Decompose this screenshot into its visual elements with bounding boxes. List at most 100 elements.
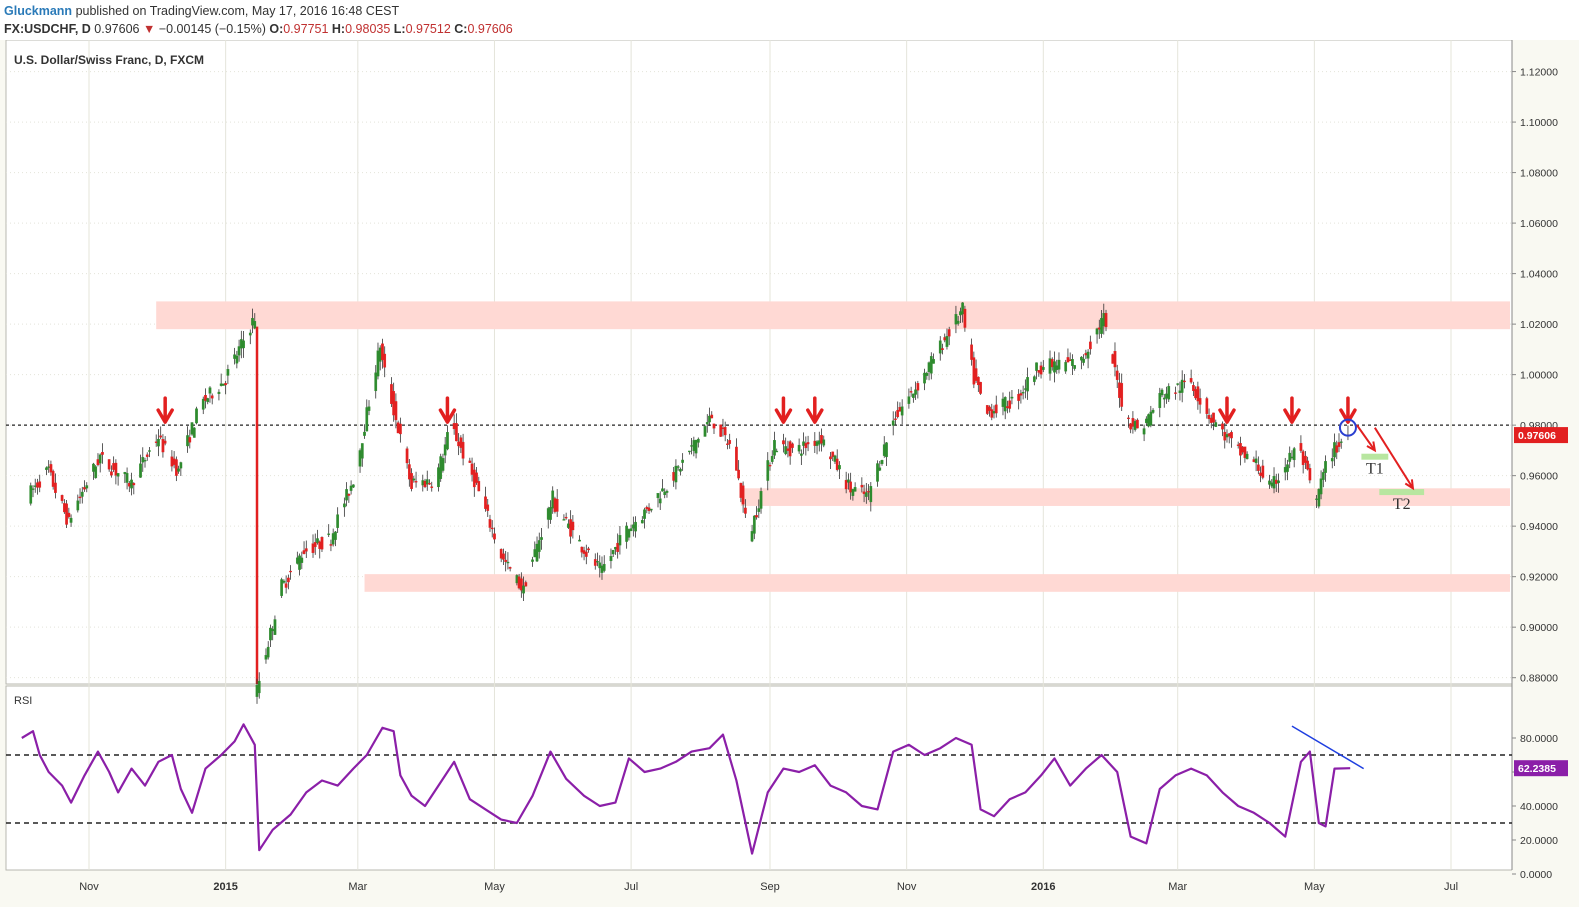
candle-body xyxy=(217,391,221,395)
candle-body xyxy=(504,559,508,562)
candle-body xyxy=(349,485,353,491)
candle-body xyxy=(878,467,882,471)
candle-body xyxy=(1333,442,1336,458)
rsi-value-label: 62.2385 xyxy=(1518,763,1556,775)
candle-body xyxy=(1174,392,1177,394)
candle-body xyxy=(331,533,335,545)
candle-body xyxy=(1115,370,1119,380)
candle-body xyxy=(302,550,306,554)
candle-body xyxy=(320,537,324,550)
candle-body xyxy=(979,381,982,394)
candle-body xyxy=(316,538,319,543)
candle-body xyxy=(157,438,160,447)
candle-body xyxy=(815,441,819,446)
candle-body xyxy=(1050,359,1054,368)
candle-body xyxy=(963,308,967,328)
candle-body xyxy=(248,332,252,336)
candle-body xyxy=(1288,452,1292,462)
x-tick-label: May xyxy=(484,881,505,893)
candle-body xyxy=(273,619,277,635)
candle-body xyxy=(1165,393,1168,399)
candle-body xyxy=(665,490,669,493)
candle-body xyxy=(1001,398,1005,407)
candle-body xyxy=(177,468,180,472)
candle-body xyxy=(598,562,602,569)
candle-body xyxy=(1223,431,1227,441)
candle-body xyxy=(1086,351,1090,359)
candle-body xyxy=(94,466,98,479)
candle-body xyxy=(835,458,839,470)
candle-body xyxy=(313,542,317,548)
candle-body xyxy=(728,440,732,444)
author-link[interactable]: Gluckmann xyxy=(4,4,73,18)
low-label: L: xyxy=(393,22,406,36)
candle-body xyxy=(625,525,628,542)
candle-body xyxy=(1207,415,1211,420)
candle-body xyxy=(36,482,39,488)
candle-body xyxy=(378,347,382,362)
candle-body xyxy=(1095,328,1099,335)
candle-body xyxy=(649,508,653,511)
candle-body xyxy=(947,329,951,337)
candle-body xyxy=(300,557,304,563)
candle-body xyxy=(493,533,496,540)
candle-body xyxy=(311,543,315,553)
candle-body xyxy=(688,450,691,453)
candle-body xyxy=(813,440,817,446)
candle-body xyxy=(1268,480,1271,485)
candle-body xyxy=(1256,464,1260,471)
candle-body xyxy=(869,486,873,503)
target-label: T1 xyxy=(1366,461,1384,478)
candle-body xyxy=(1010,396,1014,399)
down-arrow-head xyxy=(1339,408,1357,424)
candle-body xyxy=(289,570,292,573)
candle-body xyxy=(206,398,210,403)
candle-body xyxy=(768,464,772,467)
candle-body xyxy=(1180,379,1184,393)
candle-body xyxy=(360,443,364,459)
candle-body xyxy=(932,358,935,364)
candle-body xyxy=(1019,393,1023,396)
candle-body xyxy=(1053,361,1056,373)
candle-body xyxy=(533,549,537,558)
candle-body xyxy=(676,466,680,468)
candle-body xyxy=(96,459,100,466)
candle-body xyxy=(692,440,696,452)
rsi-pane xyxy=(5,685,1513,871)
projection-arrow-line xyxy=(1356,424,1376,451)
down-triangle-icon: ▼ xyxy=(142,22,156,36)
candle-body xyxy=(925,372,929,376)
candle-body xyxy=(1261,465,1265,478)
candle-body xyxy=(51,470,55,487)
candle-body xyxy=(1071,359,1074,366)
candle-body xyxy=(439,456,443,479)
candle-body xyxy=(125,473,129,483)
candle-body xyxy=(141,457,145,463)
candle-body xyxy=(759,491,763,509)
candle-body xyxy=(327,533,331,535)
rsi-title: RSI xyxy=(14,695,32,707)
candle-body xyxy=(29,485,33,504)
candle-body xyxy=(1100,318,1103,334)
candle-body xyxy=(253,321,257,329)
candle-body xyxy=(343,503,346,508)
candle-body xyxy=(161,439,165,453)
target-zone xyxy=(1379,489,1425,496)
candle-body xyxy=(1024,388,1027,390)
candle-body xyxy=(407,464,411,480)
candle-body xyxy=(452,423,456,430)
chart-canvas[interactable]: Nov 2015 Mar May Jul Sep Nov 2016 Mar May Jul 0.880… xyxy=(0,40,1579,907)
candle-body xyxy=(139,463,142,478)
down-arrow-head xyxy=(774,408,793,424)
candle-body xyxy=(880,460,884,465)
candle-body xyxy=(914,389,917,395)
candle-body xyxy=(226,369,230,376)
down-arrow-marker xyxy=(438,396,457,424)
candle-body xyxy=(739,482,743,498)
candle-body xyxy=(909,391,913,393)
y-tick-label: 0.88000 xyxy=(1520,673,1558,685)
candle-body xyxy=(867,491,870,493)
close-label: C: xyxy=(454,22,468,36)
y-tick-label: 1.02000 xyxy=(1520,319,1558,331)
y-tick-label: 1.06000 xyxy=(1520,218,1558,230)
